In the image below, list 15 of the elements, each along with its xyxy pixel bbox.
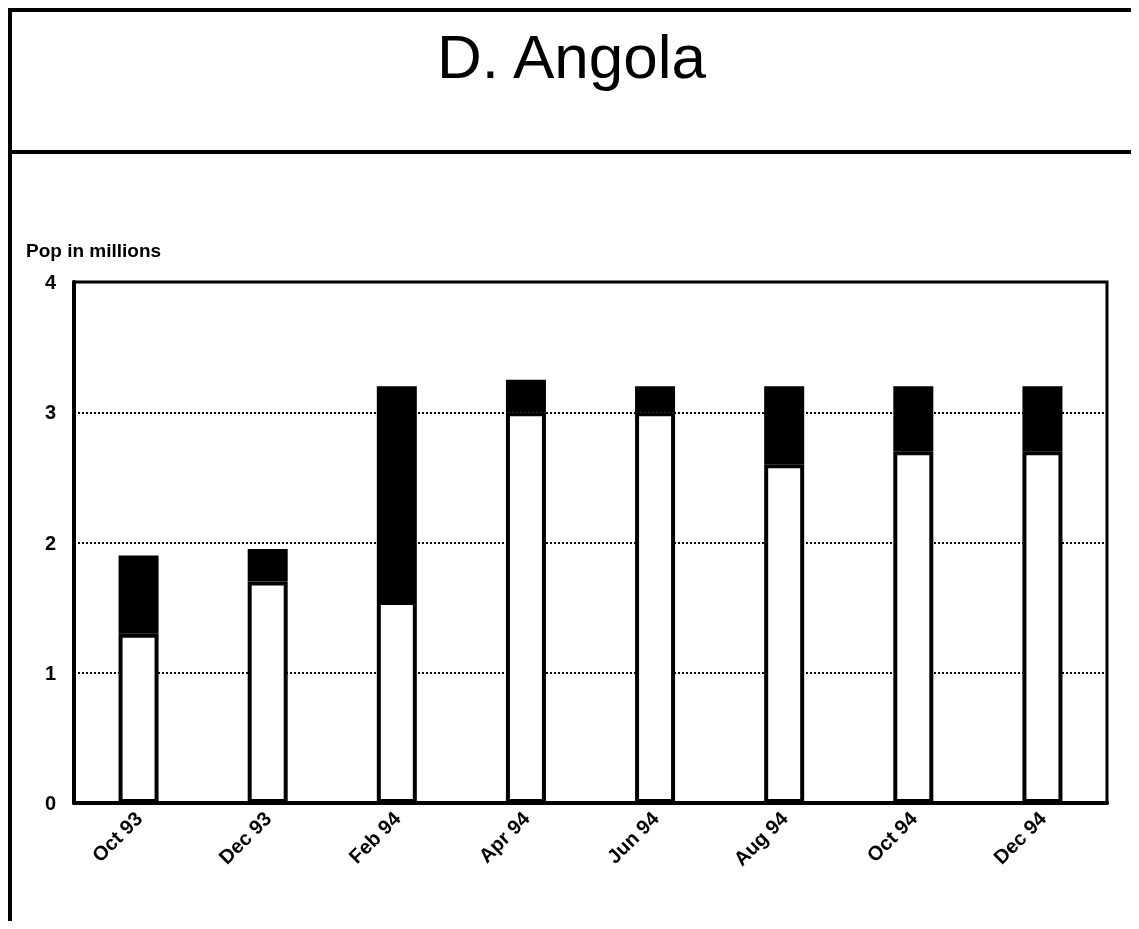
x-tick-label: Oct 94 (862, 807, 922, 866)
x-tick-label: Jun 94 (602, 807, 663, 868)
x-tick-label: Aug 94 (729, 807, 792, 870)
y-tick-label: 4 (44, 271, 57, 293)
x-tick-label: Dec 94 (989, 807, 1051, 869)
y-tick-label: 3 (44, 401, 56, 424)
chart-title: D. Angola (437, 21, 707, 91)
x-tick-label: Oct 93 (87, 807, 147, 866)
y-axis-title: Pop in millions (26, 240, 162, 261)
x-tick-label: Apr 94 (474, 807, 534, 867)
y-tick-label: 0 (44, 792, 56, 814)
y-tick-label: 2 (44, 531, 56, 554)
x-tick-label: Feb 94 (344, 807, 405, 868)
y-tick-label: 1 (44, 661, 56, 684)
x-tick-label: Dec 93 (214, 807, 276, 869)
